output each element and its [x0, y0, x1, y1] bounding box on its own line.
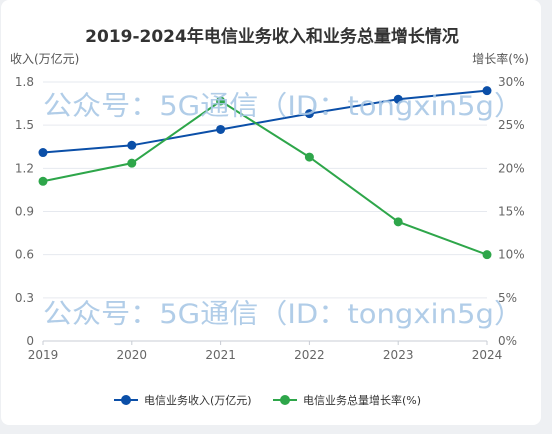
watermark-text: 公众号：5G通信（ID：tongxin5g）	[43, 91, 523, 122]
left-tick-label: 0.9	[15, 205, 34, 219]
right-tick-label: 0%	[498, 334, 517, 348]
chart-svg: 2019-2024年电信业务收入和业务总量增长情况 收入(万亿元) 增长率(%)…	[10, 26, 529, 407]
right-tick-label: 15%	[498, 205, 525, 219]
series-2-point	[393, 217, 403, 227]
series-1-point	[216, 124, 226, 134]
series-1-point	[127, 140, 137, 150]
series-layer	[38, 86, 492, 260]
right-tick-label: 10%	[498, 248, 525, 262]
series-1-point	[38, 148, 48, 158]
legend-swatch-marker	[280, 395, 290, 405]
series-2-point	[216, 96, 226, 106]
legend-label: 电信业务总量增长率(%)	[303, 393, 421, 407]
tick-layer: 0 0% 0.3 5% 0.6 10% 0.9 15% 1.2 20% 1.5 25% 1.8 30% 20…	[15, 75, 525, 362]
series-2-point	[304, 152, 314, 162]
x-tick-label: 2021	[205, 348, 236, 362]
legend-layer: 电信业务收入(万亿元) 电信业务总量增长率(%)	[114, 393, 421, 407]
series-1-line	[42, 89, 488, 154]
legend-swatch-marker	[121, 395, 131, 405]
x-tick-label: 2024	[472, 348, 503, 362]
right-axis-label: 增长率(%)	[472, 51, 529, 66]
grid-layer	[42, 81, 488, 345]
left-tick-label: 1.2	[15, 161, 34, 175]
series-2-point	[38, 176, 48, 186]
x-tick-label: 2023	[383, 348, 414, 362]
x-tick-label: 2022	[294, 348, 325, 362]
legend-label: 电信业务收入(万亿元)	[144, 393, 252, 407]
chart-title: 2019-2024年电信业务收入和业务总量增长情况	[85, 26, 459, 47]
series-1-point	[393, 94, 403, 104]
right-tick-label: 20%	[498, 161, 525, 175]
left-axis-label: 收入(万亿元)	[10, 51, 79, 66]
series-2-point	[127, 158, 137, 168]
x-tick-label: 2020	[117, 348, 148, 362]
left-tick-label: 0.6	[15, 248, 34, 262]
watermark-layer: 公众号：5G通信（ID：tongxin5g） 公众号：5G通信（ID：tongxi…	[43, 91, 523, 330]
series-2-line	[42, 99, 488, 256]
right-tick-label: 30%	[498, 75, 525, 89]
left-tick-label: 1.5	[15, 118, 34, 132]
left-tick-label: 0.3	[15, 291, 34, 305]
watermark-text: 公众号：5G通信（ID：tongxin5g）	[43, 299, 523, 330]
series-1-point	[304, 109, 314, 119]
x-tick-label: 2019	[28, 348, 59, 362]
left-tick-label: 0	[26, 334, 34, 348]
series-1-point	[482, 86, 492, 96]
chart-card: 2019-2024年电信业务收入和业务总量增长情况 收入(万亿元) 增长率(%)…	[1, 0, 541, 425]
right-tick-label: 5%	[498, 291, 517, 305]
left-tick-label: 1.8	[15, 75, 34, 89]
series-2-point	[482, 250, 492, 260]
right-tick-label: 25%	[498, 118, 525, 132]
